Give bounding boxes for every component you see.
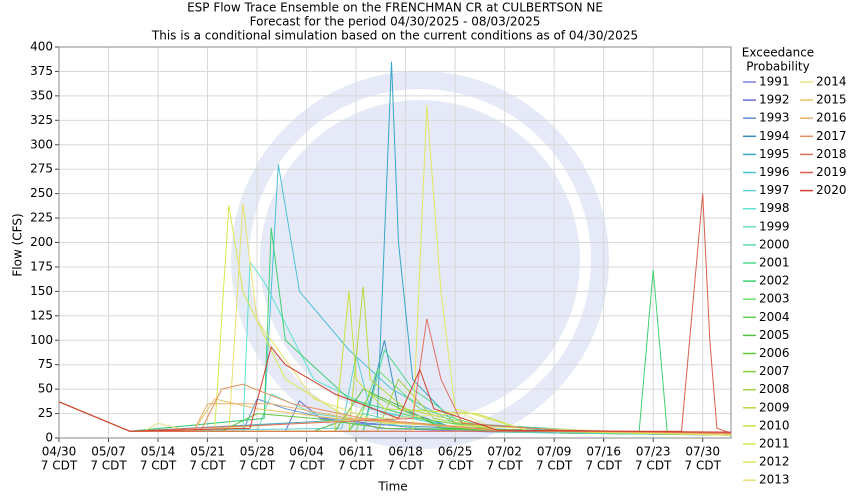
y-tick-label: 175 bbox=[30, 259, 53, 273]
legend-label: 1991 bbox=[759, 75, 790, 89]
x-tick-label: 05/07 bbox=[91, 445, 126, 459]
y-tick-label: 350 bbox=[30, 88, 53, 102]
x-tick-label: 06/11 bbox=[339, 445, 374, 459]
y-tick-label: 50 bbox=[38, 382, 53, 396]
x-tick-label: 07/02 bbox=[487, 445, 522, 459]
y-tick-label: 25 bbox=[38, 406, 53, 420]
x-tick-label: 7 CDT bbox=[486, 459, 523, 473]
legend-label: 1992 bbox=[759, 93, 790, 107]
legend-label: 2010 bbox=[759, 418, 790, 432]
legend-label: 2017 bbox=[816, 129, 847, 143]
x-tick-label: 7 CDT bbox=[338, 459, 375, 473]
series-line bbox=[58, 318, 732, 434]
y-tick-label: 375 bbox=[30, 64, 53, 78]
y-tick-label: 0 bbox=[45, 431, 53, 445]
legend-label: 2016 bbox=[816, 111, 847, 125]
y-tick-label: 150 bbox=[30, 284, 53, 298]
legend-label: 2008 bbox=[759, 382, 790, 396]
y-tick-label: 275 bbox=[30, 162, 53, 176]
series-line bbox=[58, 346, 732, 433]
x-tick-label: 7 CDT bbox=[239, 459, 276, 473]
x-tick-label: 7 CDT bbox=[685, 459, 722, 473]
legend-label: 2018 bbox=[816, 147, 847, 161]
y-tick-label: 250 bbox=[30, 186, 53, 200]
y-tick-label: 400 bbox=[30, 40, 53, 54]
legend-label: 2013 bbox=[759, 473, 790, 487]
legend-label: 2000 bbox=[759, 237, 790, 251]
x-tick-label: 05/28 bbox=[240, 445, 275, 459]
legend-label: 2014 bbox=[816, 75, 847, 89]
legend-label: 1995 bbox=[759, 147, 790, 161]
x-tick-label: 7 CDT bbox=[189, 459, 226, 473]
x-tick-label: 7 CDT bbox=[90, 459, 127, 473]
x-tick-label: 7 CDT bbox=[536, 459, 573, 473]
legend-title: Probability bbox=[746, 60, 809, 74]
x-tick-label: 7 CDT bbox=[41, 459, 78, 473]
y-axis-label: Flow (CFS) bbox=[11, 213, 25, 276]
legend-label: 1999 bbox=[759, 219, 790, 233]
y-tick-label: 300 bbox=[30, 137, 53, 151]
chart-title: ESP Flow Trace Ensemble on the FRENCHMAN… bbox=[187, 1, 603, 15]
legend-label: 2003 bbox=[759, 292, 790, 306]
x-tick-label: 06/25 bbox=[438, 445, 473, 459]
legend-label: 1993 bbox=[759, 111, 790, 125]
x-tick-label: 07/23 bbox=[636, 445, 671, 459]
chart-subtitle: Forecast for the period 04/30/2025 - 08/… bbox=[250, 15, 541, 29]
x-tick-label: 7 CDT bbox=[288, 459, 325, 473]
y-tick-label: 325 bbox=[30, 113, 53, 127]
watermark-ring bbox=[231, 71, 609, 449]
x-tick-label: 06/04 bbox=[289, 445, 324, 459]
y-tick-label: 225 bbox=[30, 211, 53, 225]
x-tick-label: 7 CDT bbox=[387, 459, 424, 473]
x-tick-label: 7 CDT bbox=[635, 459, 672, 473]
x-tick-label: 06/18 bbox=[388, 445, 423, 459]
x-tick-label: 7 CDT bbox=[140, 459, 177, 473]
x-tick-label: 07/30 bbox=[685, 445, 720, 459]
x-tick-label: 07/09 bbox=[537, 445, 572, 459]
x-tick-label: 04/30 bbox=[42, 445, 77, 459]
x-tick-label: 05/21 bbox=[190, 445, 225, 459]
legend-label: 1998 bbox=[759, 201, 790, 215]
legend-label: 2001 bbox=[759, 256, 790, 270]
x-tick-label: 7 CDT bbox=[437, 459, 474, 473]
legend-label: 2011 bbox=[759, 437, 790, 451]
legend-label: 2020 bbox=[816, 183, 847, 197]
x-axis-label: Time bbox=[377, 480, 407, 494]
legend-label: 1997 bbox=[759, 183, 790, 197]
y-tick-label: 200 bbox=[30, 235, 53, 249]
x-tick-label: 7 CDT bbox=[585, 459, 622, 473]
legend-label: 2004 bbox=[759, 310, 790, 324]
legend-label: 2012 bbox=[759, 455, 790, 469]
y-tick-label: 125 bbox=[30, 308, 53, 322]
legend-label: 1994 bbox=[759, 129, 790, 143]
legend-label: 2019 bbox=[816, 165, 847, 179]
x-tick-label: 05/14 bbox=[141, 445, 176, 459]
legend-label: 2015 bbox=[816, 93, 847, 107]
legend-title: Exceedance bbox=[742, 46, 814, 60]
x-tick-label: 07/16 bbox=[586, 445, 621, 459]
plot-frame bbox=[58, 46, 732, 439]
legend-label: 1996 bbox=[759, 165, 790, 179]
chart-subtitle: This is a conditional simulation based o… bbox=[151, 29, 638, 43]
legend-label: 2007 bbox=[759, 364, 790, 378]
legend-label: 2006 bbox=[759, 346, 790, 360]
legend-label: 2009 bbox=[759, 400, 790, 414]
y-tick-label: 100 bbox=[30, 333, 53, 347]
y-tick-label: 75 bbox=[38, 357, 53, 371]
legend-label: 2002 bbox=[759, 274, 790, 288]
legend-label: 2005 bbox=[759, 328, 790, 342]
